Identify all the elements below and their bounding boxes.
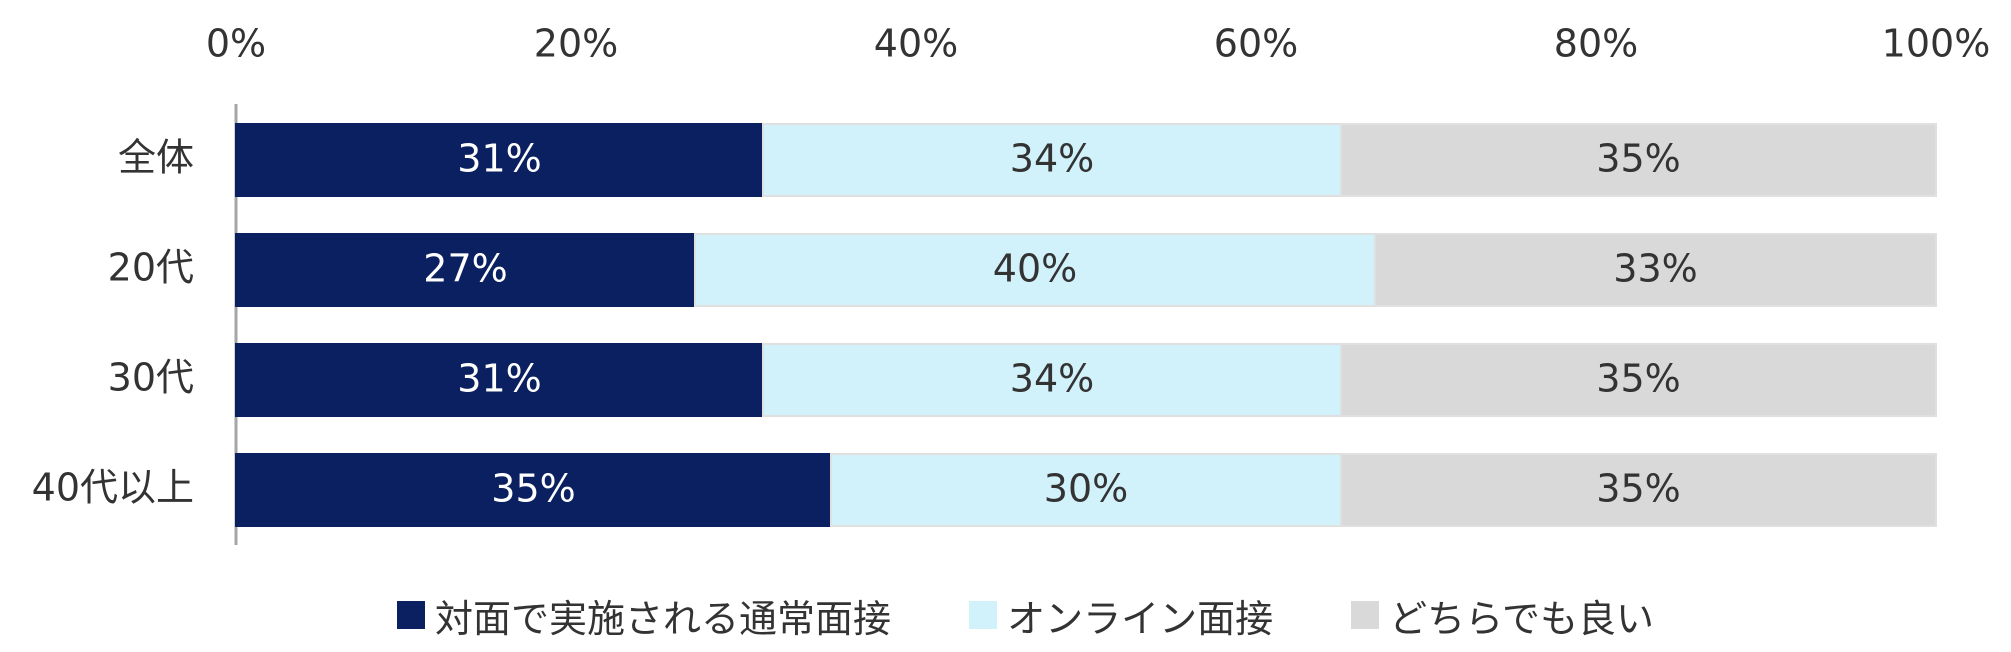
legend-item-either: どちらでも良い bbox=[1351, 588, 1654, 643]
x-tick-label: 60% bbox=[1214, 22, 1298, 66]
data-label: 30% bbox=[1044, 467, 1128, 511]
bar-segment bbox=[1374, 233, 1937, 307]
x-tick-label: 100% bbox=[1882, 22, 1991, 66]
data-label: 33% bbox=[1613, 247, 1697, 291]
bar-segment bbox=[762, 123, 1342, 197]
data-label: 34% bbox=[1010, 357, 1094, 401]
data-label: 40% bbox=[993, 247, 1077, 291]
legend-item-online: オンライン面接 bbox=[969, 588, 1273, 643]
bar-segment bbox=[1340, 453, 1937, 527]
bar-segment bbox=[830, 453, 1342, 527]
x-tick-label: 80% bbox=[1554, 22, 1638, 66]
x-tick-label: 40% bbox=[874, 22, 958, 66]
data-label: 35% bbox=[1596, 467, 1680, 511]
legend-label-either: どちらでも良い bbox=[1389, 596, 1654, 641]
legend-swatch-online bbox=[969, 601, 998, 629]
data-label: 31% bbox=[457, 357, 541, 401]
x-tick-label: 0% bbox=[206, 22, 266, 66]
data-label: 31% bbox=[457, 137, 541, 181]
bar-segment bbox=[1340, 343, 1937, 417]
category-label: 20代 bbox=[108, 246, 194, 290]
data-label: 34% bbox=[1010, 137, 1094, 181]
data-label: 35% bbox=[1596, 137, 1680, 181]
data-label: 27% bbox=[423, 247, 507, 291]
bar-segment bbox=[1340, 123, 1937, 197]
bar-segment bbox=[235, 453, 832, 527]
category-label: 40代以上 bbox=[32, 466, 194, 510]
data-label: 35% bbox=[1596, 357, 1680, 401]
legend-label-online: オンライン面接 bbox=[1007, 596, 1274, 641]
x-tick-label: 20% bbox=[534, 22, 618, 66]
legend-swatch-face-to-face bbox=[397, 601, 426, 629]
category-label: 30代 bbox=[108, 356, 194, 400]
category-label: 全体 bbox=[118, 136, 194, 180]
chart-legend: 対面で実施される通常面接 オンライン面接 どちらでも良い bbox=[0, 585, 2011, 645]
legend-swatch-either bbox=[1351, 601, 1380, 629]
chart-plot: 0% 20% 40% 60% 80% 100% 全体 31% 34% 35% 20代 27% 40% 33… bbox=[32, 22, 1991, 545]
legend-item-face-to-face: 対面で実施される通常面接 bbox=[397, 588, 891, 643]
legend-label-face-to-face: 対面で実施される通常面接 bbox=[435, 596, 892, 641]
data-label: 35% bbox=[491, 467, 575, 511]
